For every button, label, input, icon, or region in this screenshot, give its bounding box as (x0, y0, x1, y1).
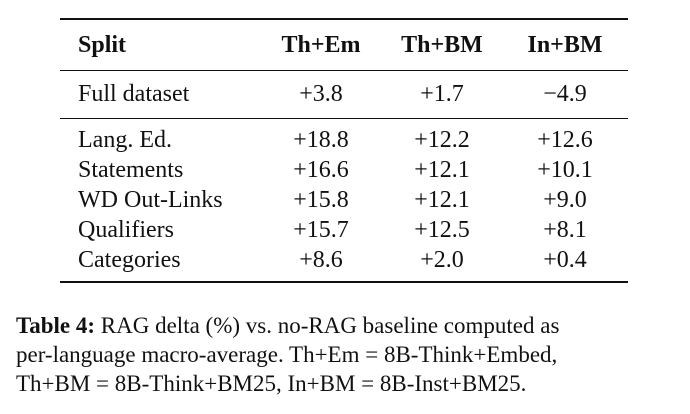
header-th-bm: Th+BM (401, 31, 483, 58)
table-row: Qualifiers +15.7 +12.5 +8.1 (60, 215, 628, 245)
caption-line-2: per-language macro-average. Th+Em = 8B-T… (16, 342, 558, 367)
header-in-bm: In+BM (527, 31, 603, 58)
cell-in-bm: +0.4 (543, 246, 587, 273)
cell-th-bm: +1.7 (420, 81, 464, 107)
header-th-em: Th+Em (281, 31, 361, 58)
cell-th-em: +15.7 (293, 216, 349, 243)
cell-in-bm: +12.6 (537, 126, 593, 153)
cell-split: Lang. Ed. (78, 126, 172, 153)
caption-text-1: RAG delta (%) vs. no-RAG baseline comput… (95, 313, 560, 338)
cell-in-bm: −4.9 (543, 81, 587, 107)
cell-th-bm: +12.2 (414, 126, 470, 153)
cell-in-bm: +10.1 (537, 156, 593, 183)
cell-in-bm: +9.0 (543, 186, 587, 213)
cell-split: Statements (78, 156, 184, 183)
cell-th-em: +18.8 (293, 126, 349, 153)
caption-label: Table 4: (16, 313, 96, 338)
results-table: Split Th+Em Th+BM In+BM Full dataset +3.… (60, 18, 628, 283)
table-row: Categories +8.6 +2.0 +0.4 (60, 245, 628, 282)
cell-split: Full dataset (78, 81, 190, 107)
cell-split: WD Out-Links (78, 186, 223, 213)
cell-in-bm: +8.1 (543, 216, 587, 243)
table-row-full-dataset: Full dataset +3.8 +1.7 −4.9 (60, 71, 628, 119)
table-row: Statements +16.6 +12.1 +10.1 (60, 155, 628, 185)
cell-th-bm: +2.0 (420, 246, 464, 273)
table-row: WD Out-Links +15.8 +12.1 +9.0 (60, 185, 628, 215)
table-header-row: Split Th+Em Th+BM In+BM (60, 19, 628, 71)
table-caption: Table 4: RAG delta (%) vs. no-RAG baseli… (16, 311, 681, 398)
cell-th-bm: +12.1 (414, 156, 470, 183)
table-row: Lang. Ed. +18.8 +12.2 +12.6 (60, 119, 628, 156)
results-table-container: Split Th+Em Th+BM In+BM Full dataset +3.… (60, 18, 628, 283)
cell-th-bm: +12.1 (414, 186, 470, 213)
cell-th-bm: +12.5 (414, 216, 470, 243)
cell-th-em: +3.8 (299, 81, 343, 107)
cell-th-em: +16.6 (293, 156, 349, 183)
caption-line-1: Table 4: RAG delta (%) vs. no-RAG baseli… (16, 311, 681, 340)
cell-th-em: +15.8 (293, 186, 349, 213)
cell-th-em: +8.6 (299, 246, 343, 273)
caption-line-3: Th+BM = 8B-Think+BM25, In+BM = 8B-Inst+B… (16, 371, 527, 396)
cell-split: Categories (78, 246, 181, 273)
cell-split: Qualifiers (78, 216, 174, 243)
header-split: Split (78, 31, 127, 58)
